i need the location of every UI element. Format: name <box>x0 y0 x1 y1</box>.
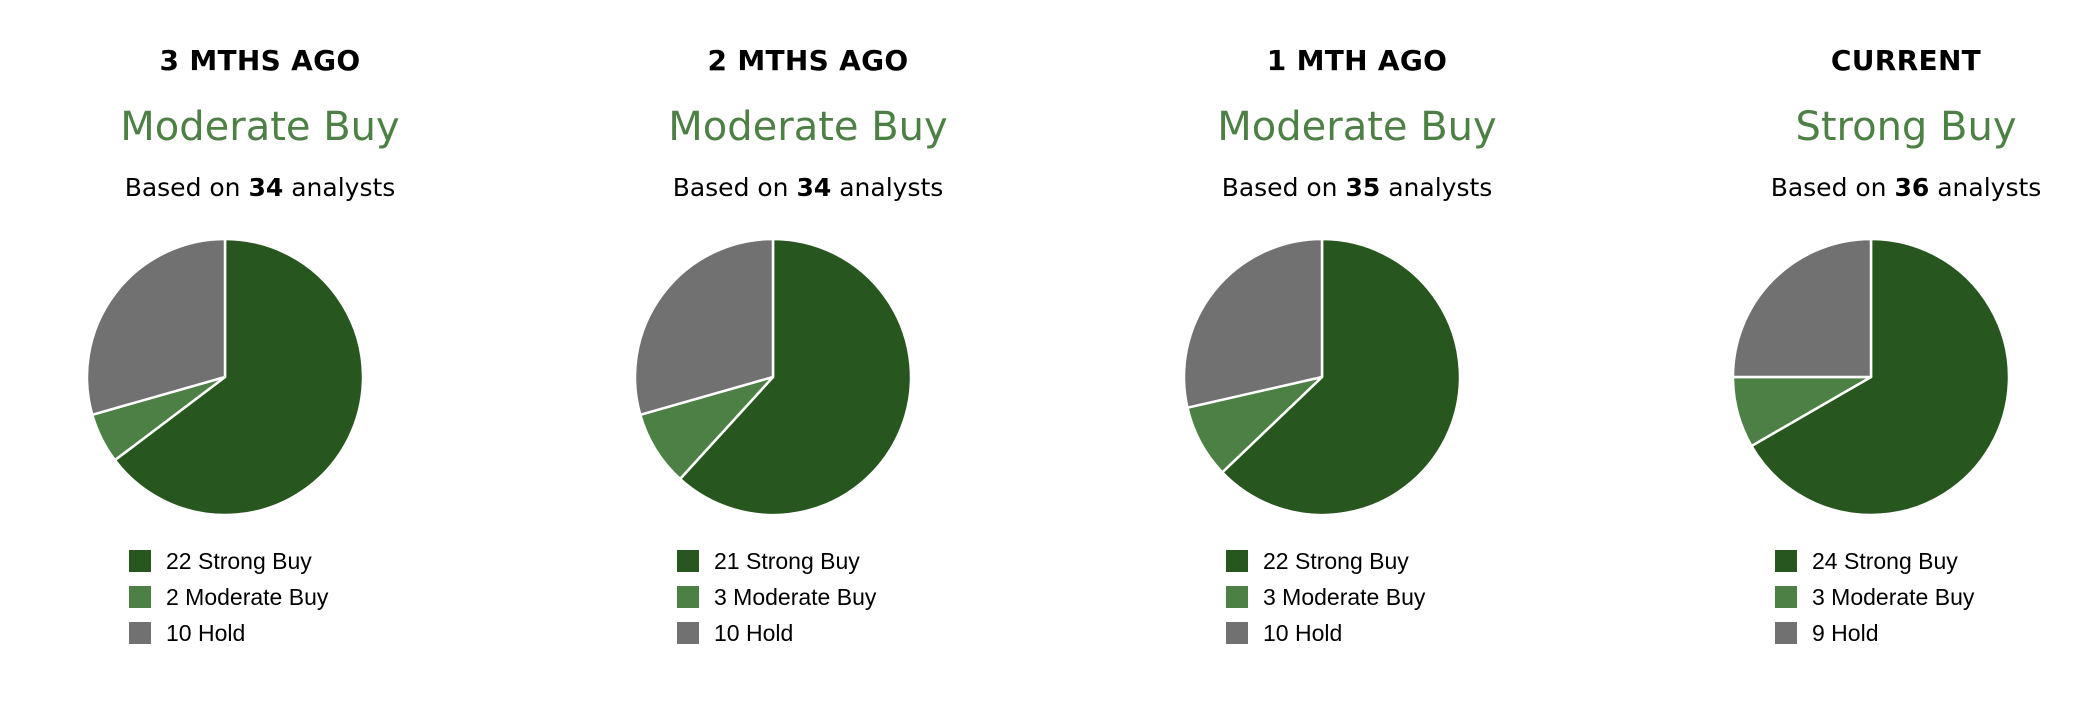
legend-label: 3 Moderate Buy <box>1812 583 1975 610</box>
legend-label: 10 Hold <box>1263 619 1343 646</box>
based-prefix: Based on <box>672 173 789 202</box>
based-prefix: Based on <box>124 173 241 202</box>
legend-item-strong-buy: 22 Strong Buy <box>1226 543 1425 579</box>
pie-chart <box>1182 237 1462 517</box>
legend-swatch-hold <box>1775 622 1797 644</box>
legend-swatch-strong-buy <box>129 550 151 572</box>
analyst-count: 36 <box>1894 173 1930 202</box>
legend-item-hold: 9 Hold <box>1775 615 1974 651</box>
pie-chart <box>633 237 913 517</box>
analyst-count-text: Based on 34 analysts <box>548 173 1068 202</box>
legend-swatch-moderate-buy <box>1226 586 1248 608</box>
legend-label: 3 Moderate Buy <box>714 583 877 610</box>
legend-label: 10 Hold <box>714 619 794 646</box>
analyst-count-text: Based on 36 analysts <box>1646 173 2096 202</box>
pie-slice-hold <box>1731 237 1873 379</box>
period-title: 1 MTH AGO <box>1266 44 1448 77</box>
rating-panel-current: CURRENT Strong Buy Based on 36 analysts … <box>1646 0 2096 718</box>
legend-label: 22 Strong Buy <box>1263 547 1409 574</box>
legend-swatch-hold <box>677 622 699 644</box>
legend-item-moderate-buy: 3 Moderate Buy <box>1775 579 1974 615</box>
analyst-count-text: Based on 35 analysts <box>1097 173 1617 202</box>
legend-item-moderate-buy: 3 Moderate Buy <box>677 579 876 615</box>
legend-label: 10 Hold <box>166 619 246 646</box>
pie-slice-hold <box>85 237 227 417</box>
legend-label: 3 Moderate Buy <box>1263 583 1426 610</box>
legend: 22 Strong Buy 3 Moderate Buy 10 Hold <box>1226 543 1425 651</box>
legend: 24 Strong Buy 3 Moderate Buy 9 Hold <box>1775 543 1974 651</box>
analyst-count: 35 <box>1345 173 1381 202</box>
rating-panel-3-months-ago: 3 MTHS AGO Moderate Buy Based on 34 anal… <box>0 0 520 718</box>
legend-label: 21 Strong Buy <box>714 547 860 574</box>
legend-swatch-moderate-buy <box>1775 586 1797 608</box>
pie-slice-strong-buy <box>1750 237 2011 517</box>
consensus-rating: Moderate Buy <box>668 104 948 150</box>
period-title: 2 MTHS AGO <box>707 44 909 77</box>
pie-slice-strong-buy <box>1221 237 1462 517</box>
legend-swatch-hold <box>129 622 151 644</box>
legend: 22 Strong Buy 2 Moderate Buy 10 Hold <box>129 543 328 651</box>
based-suffix: analysts <box>839 173 944 202</box>
legend-item-hold: 10 Hold <box>677 615 876 651</box>
consensus-rating: Strong Buy <box>1795 104 2017 150</box>
analyst-count: 34 <box>248 173 284 202</box>
legend-item-hold: 10 Hold <box>129 615 328 651</box>
period-title: CURRENT <box>1830 44 1982 77</box>
legend-label: 24 Strong Buy <box>1812 547 1958 574</box>
legend: 21 Strong Buy 3 Moderate Buy 10 Hold <box>677 543 876 651</box>
analyst-count: 34 <box>796 173 832 202</box>
legend-item-strong-buy: 24 Strong Buy <box>1775 543 1974 579</box>
period-title: 3 MTHS AGO <box>159 44 361 77</box>
based-prefix: Based on <box>1221 173 1338 202</box>
pie-slice-strong-buy <box>113 237 365 517</box>
legend-swatch-hold <box>1226 622 1248 644</box>
rating-panel-1-month-ago: 1 MTH AGO Moderate Buy Based on 35 analy… <box>1097 0 1617 718</box>
legend-label: 22 Strong Buy <box>166 547 312 574</box>
analyst-count-text: Based on 34 analysts <box>0 173 520 202</box>
pie-slice-strong-buy <box>678 237 913 517</box>
consensus-rating: Moderate Buy <box>120 104 400 150</box>
legend-swatch-moderate-buy <box>677 586 699 608</box>
legend-swatch-moderate-buy <box>129 586 151 608</box>
legend-label: 9 Hold <box>1812 619 1879 646</box>
pie-chart <box>85 237 365 517</box>
legend-item-moderate-buy: 3 Moderate Buy <box>1226 579 1425 615</box>
consensus-rating: Moderate Buy <box>1217 104 1497 150</box>
legend-swatch-strong-buy <box>677 550 699 572</box>
legend-item-moderate-buy: 2 Moderate Buy <box>129 579 328 615</box>
pie-slice-hold <box>1182 237 1324 409</box>
legend-label: 2 Moderate Buy <box>166 583 329 610</box>
legend-item-strong-buy: 22 Strong Buy <box>129 543 328 579</box>
legend-item-hold: 10 Hold <box>1226 615 1425 651</box>
based-suffix: analysts <box>1937 173 2042 202</box>
based-suffix: analysts <box>291 173 396 202</box>
pie-slice-hold <box>633 237 775 417</box>
based-suffix: analysts <box>1388 173 1493 202</box>
legend-swatch-strong-buy <box>1775 550 1797 572</box>
based-prefix: Based on <box>1770 173 1887 202</box>
rating-panel-2-months-ago: 2 MTHS AGO Moderate Buy Based on 34 anal… <box>548 0 1068 718</box>
legend-item-strong-buy: 21 Strong Buy <box>677 543 876 579</box>
legend-swatch-strong-buy <box>1226 550 1248 572</box>
pie-chart <box>1731 237 2011 517</box>
